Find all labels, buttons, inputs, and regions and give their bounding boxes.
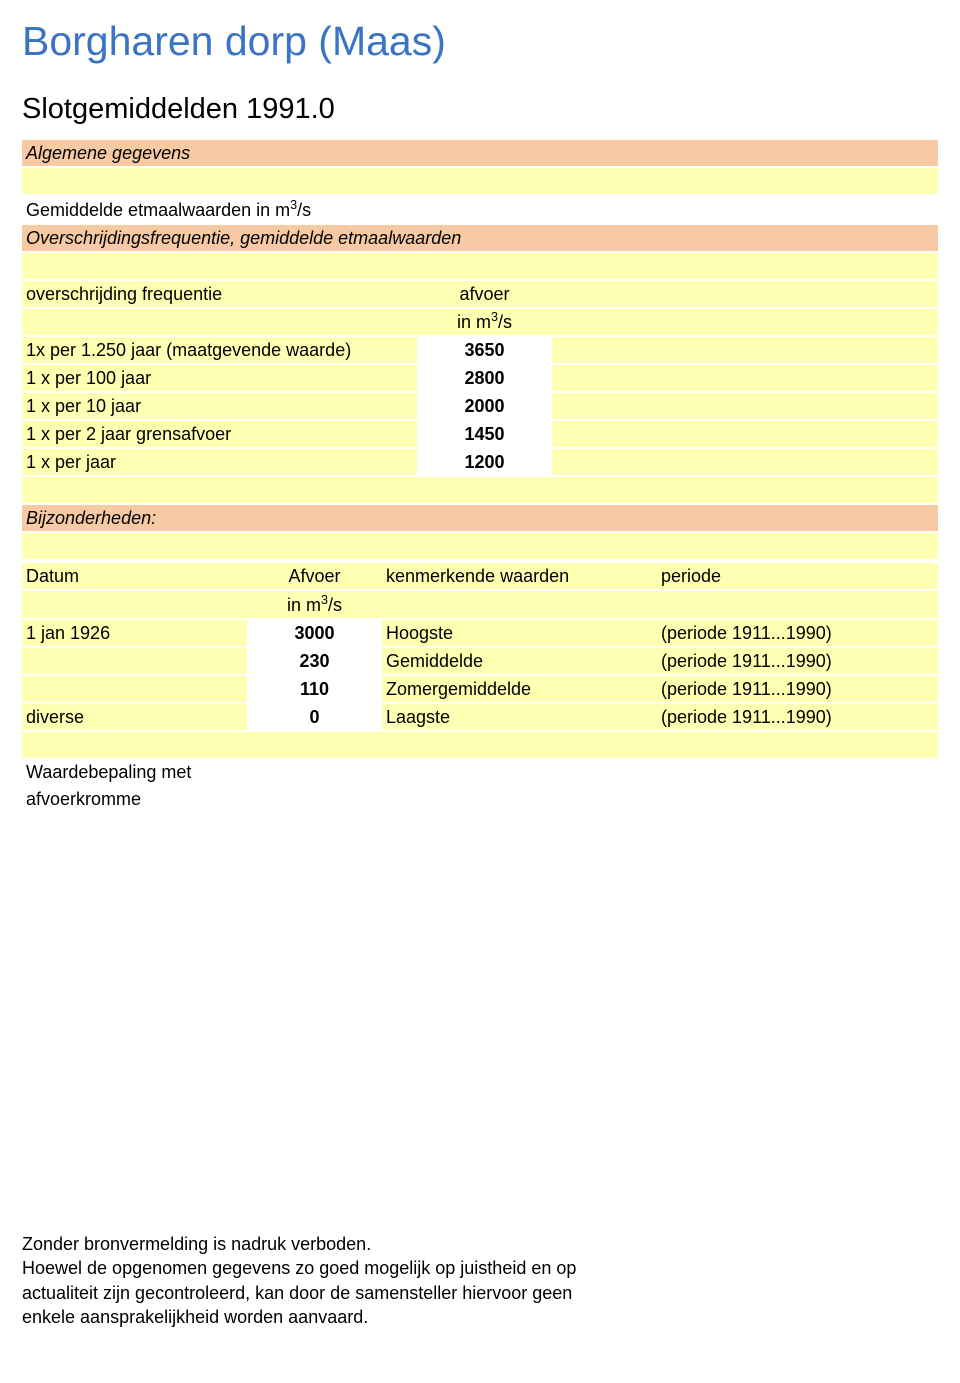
freq-right: [552, 365, 938, 391]
freq-right: [552, 449, 938, 475]
cell-c1: [22, 676, 247, 702]
freq-header-right: [552, 281, 938, 307]
table-row: 110Zomergemiddelde(periode 1911...1990): [22, 676, 938, 702]
empty-row: [22, 168, 938, 194]
table-row: diverse0Laagste(periode 1911...1990): [22, 704, 938, 730]
cell-c4: (periode 1911...1990): [657, 620, 938, 646]
table-row: 230Gemiddelde(periode 1911...1990): [22, 648, 938, 674]
th-afvoer: Afvoer: [247, 563, 382, 589]
freq-right: [552, 337, 938, 363]
freq-label: 1 x per jaar: [22, 449, 417, 475]
cell-c3: Zomergemiddelde: [382, 676, 657, 702]
freq-value: 2000: [417, 393, 552, 419]
cell-c2: 0: [247, 704, 382, 730]
section-general: Algemene gegevens: [22, 140, 938, 166]
th-periode: periode: [657, 563, 938, 589]
cell-c3: Laagste: [382, 704, 657, 730]
freq-row: 1 x per 2 jaar grensafvoer1450: [22, 421, 938, 447]
th-datum: Datum: [22, 563, 247, 589]
freq-row: 1 x per jaar1200: [22, 449, 938, 475]
cell-c2: 230: [247, 648, 382, 674]
waardebepaling-l2: afvoerkromme: [22, 787, 938, 812]
freq-label: 1x per 1.250 jaar (maatgevende waarde): [22, 337, 417, 363]
cell-c4: (periode 1911...1990): [657, 676, 938, 702]
unit-suffix: /s: [297, 200, 311, 220]
cell-c1: [22, 648, 247, 674]
footer-line: Hoewel de opgenomen gegevens zo goed mog…: [22, 1256, 938, 1280]
freq-row: 1x per 1.250 jaar (maatgevende waarde)36…: [22, 337, 938, 363]
freq-label: 1 x per 100 jaar: [22, 365, 417, 391]
empty-row: [22, 732, 938, 758]
empty-row: [22, 533, 938, 559]
freq-header-row2: in m3/s: [22, 309, 938, 335]
cell-c2: 110: [247, 676, 382, 702]
cell-c3: Gemiddelde: [382, 648, 657, 674]
cell-c4: (periode 1911...1990): [657, 704, 938, 730]
freq-label: 1 x per 10 jaar: [22, 393, 417, 419]
frequency-block: overschrijding frequentie afvoer in m3/s…: [22, 281, 938, 475]
freq-row: 1 x per 100 jaar2800: [22, 365, 938, 391]
freq-header-right-empty: [552, 309, 938, 335]
table-header-row2: in m3/s: [22, 591, 938, 618]
cell-c1: 1 jan 1926: [22, 620, 247, 646]
table-row: 1 jan 19263000Hoogste(periode 1911...199…: [22, 620, 938, 646]
footer-line: Zonder bronvermelding is nadruk verboden…: [22, 1232, 938, 1256]
freq-value: 2800: [417, 365, 552, 391]
freq-header-row: overschrijding frequentie afvoer: [22, 281, 938, 307]
th-afvoer-unit: in m3/s: [247, 591, 382, 618]
th-empty: [657, 591, 938, 618]
page-title: Borgharen dorp (Maas): [22, 18, 938, 65]
page-subtitle: Slotgemiddelden 1991.0: [22, 93, 938, 126]
empty-row: [22, 477, 938, 503]
cell-c3: Hoogste: [382, 620, 657, 646]
cell-c2: 3000: [247, 620, 382, 646]
empty-row: [22, 253, 938, 279]
freq-right: [552, 421, 938, 447]
freq-label: 1 x per 2 jaar grensafvoer: [22, 421, 417, 447]
freq-right: [552, 393, 938, 419]
cell-c1: diverse: [22, 704, 247, 730]
freq-header-left-empty: [22, 309, 417, 335]
freq-header-left: overschrijding frequentie: [22, 281, 417, 307]
gemiddelde-line: Gemiddelde etmaalwaarden in m3/s: [22, 196, 938, 223]
section-overschrijding: Overschrijdingsfrequentie, gemiddelde et…: [22, 225, 938, 251]
cell-c4: (periode 1911...1990): [657, 648, 938, 674]
footer-line: actualiteit zijn gecontroleerd, kan door…: [22, 1281, 938, 1305]
th-empty: [22, 591, 247, 618]
section-bijzonder: Bijzonderheden:: [22, 505, 938, 531]
freq-header-mid-bot: in m3/s: [417, 309, 552, 335]
gemiddelde-text: Gemiddelde etmaalwaarden in m: [26, 200, 290, 220]
th-kenmerk: kenmerkende waarden: [382, 563, 657, 589]
freq-row: 1 x per 10 jaar2000: [22, 393, 938, 419]
waardebepaling-l1: Waardebepaling met: [22, 760, 938, 785]
footer-line: enkele aansprakelijkheid worden aanvaard…: [22, 1305, 938, 1329]
th-empty: [382, 591, 657, 618]
freq-header-mid-top: afvoer: [417, 281, 552, 307]
freq-value: 1450: [417, 421, 552, 447]
table-header-row: Datum Afvoer kenmerkende waarden periode: [22, 563, 938, 589]
freq-value: 3650: [417, 337, 552, 363]
freq-value: 1200: [417, 449, 552, 475]
data-table: Datum Afvoer kenmerkende waarden periode…: [22, 561, 938, 732]
footer: Zonder bronvermelding is nadruk verboden…: [22, 1232, 938, 1329]
